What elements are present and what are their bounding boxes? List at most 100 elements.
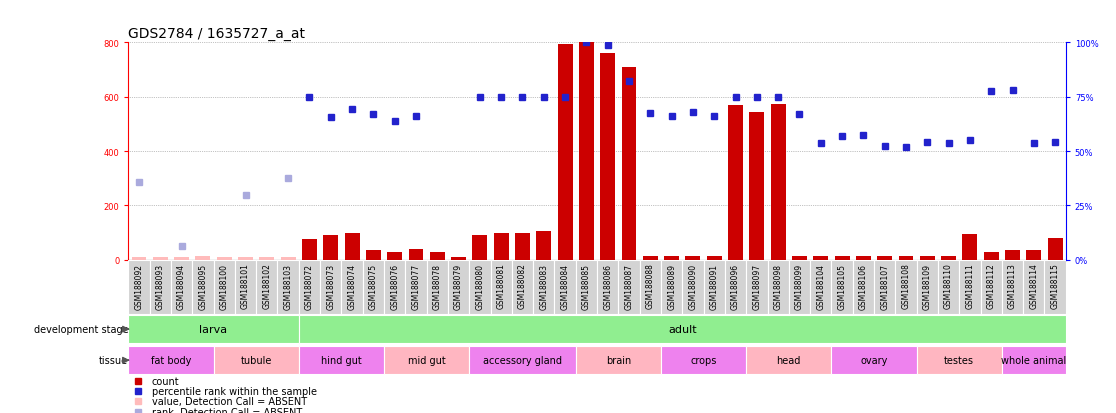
Bar [1002, 260, 1023, 314]
Text: GSM188113: GSM188113 [1008, 263, 1017, 309]
Bar [600, 54, 615, 260]
Bar [299, 316, 1066, 343]
Text: adult: adult [668, 324, 696, 335]
Text: GSM188102: GSM188102 [262, 263, 271, 309]
Text: mid gut: mid gut [407, 355, 445, 366]
Bar [576, 347, 661, 374]
Text: head: head [777, 355, 801, 366]
Bar [835, 256, 849, 260]
Bar [1002, 347, 1066, 374]
Bar [213, 347, 299, 374]
Bar [1045, 260, 1066, 314]
Bar [703, 260, 725, 314]
Bar [789, 260, 810, 314]
Bar [195, 256, 210, 260]
Text: GSM188075: GSM188075 [369, 263, 378, 309]
Bar [128, 347, 213, 374]
Text: GSM188107: GSM188107 [881, 263, 889, 309]
Bar [430, 252, 444, 260]
Bar [981, 260, 1002, 314]
Bar [853, 260, 874, 314]
Bar [384, 347, 469, 374]
Bar [278, 260, 299, 314]
Text: GSM188091: GSM188091 [710, 263, 719, 309]
Text: ovary: ovary [860, 355, 887, 366]
Bar [916, 347, 1002, 374]
Text: brain: brain [606, 355, 631, 366]
Text: GSM188082: GSM188082 [518, 263, 527, 309]
Bar [579, 43, 594, 260]
Bar [962, 235, 978, 260]
Text: GSM188103: GSM188103 [283, 263, 292, 309]
Text: GSM188081: GSM188081 [497, 263, 506, 309]
Bar [664, 256, 679, 260]
Bar [920, 256, 935, 260]
Text: GSM188089: GSM188089 [667, 263, 676, 309]
Bar [706, 256, 722, 260]
Text: GSM188094: GSM188094 [177, 263, 186, 309]
Text: GSM188104: GSM188104 [816, 263, 825, 309]
Text: whole animal: whole animal [1001, 355, 1067, 366]
Bar [960, 260, 981, 314]
Text: GDS2784 / 1635727_a_at: GDS2784 / 1635727_a_at [128, 27, 306, 41]
Bar [238, 257, 253, 260]
Bar [128, 316, 299, 343]
Bar [685, 256, 701, 260]
Text: tubule: tubule [240, 355, 272, 366]
Text: GSM188090: GSM188090 [689, 263, 698, 309]
Bar [281, 257, 296, 260]
Bar [814, 256, 828, 260]
Text: GSM188092: GSM188092 [135, 263, 144, 309]
Bar [302, 240, 317, 260]
Bar [472, 236, 488, 260]
Text: GSM188095: GSM188095 [199, 263, 208, 309]
Bar [771, 104, 786, 260]
Bar [856, 256, 870, 260]
Text: GSM188111: GSM188111 [965, 263, 974, 309]
Text: fat body: fat body [151, 355, 191, 366]
Bar [217, 257, 232, 260]
Bar [128, 260, 150, 314]
Text: GSM188085: GSM188085 [581, 263, 590, 309]
Text: GSM188109: GSM188109 [923, 263, 932, 309]
Text: GSM188106: GSM188106 [859, 263, 868, 309]
Text: GSM188110: GSM188110 [944, 263, 953, 309]
Bar [725, 260, 747, 314]
Bar [1023, 260, 1045, 314]
Bar [132, 257, 146, 260]
Bar [984, 252, 999, 260]
Bar [1027, 251, 1041, 260]
Bar [299, 347, 384, 374]
Bar [366, 251, 381, 260]
Text: testes: testes [944, 355, 974, 366]
Bar [622, 68, 636, 260]
Text: GSM188086: GSM188086 [604, 263, 613, 309]
Bar [639, 260, 661, 314]
Bar [153, 257, 167, 260]
Bar [941, 256, 956, 260]
Bar [792, 256, 807, 260]
Text: GSM188112: GSM188112 [987, 263, 995, 309]
Bar [1006, 251, 1020, 260]
Text: GSM188114: GSM188114 [1029, 263, 1038, 309]
Bar [324, 236, 338, 260]
Bar [877, 256, 892, 260]
Bar [874, 260, 895, 314]
Bar [555, 260, 576, 314]
Text: GSM188078: GSM188078 [433, 263, 442, 309]
Text: GSM188080: GSM188080 [475, 263, 484, 309]
Bar [831, 347, 916, 374]
Text: GSM188083: GSM188083 [539, 263, 548, 309]
Bar [451, 257, 466, 260]
Text: value, Detection Call = ABSENT: value, Detection Call = ABSENT [152, 396, 307, 406]
Bar [533, 260, 555, 314]
Text: GSM188088: GSM188088 [646, 263, 655, 309]
Bar [259, 257, 275, 260]
Bar [558, 45, 573, 260]
Bar [174, 257, 189, 260]
Text: GSM188077: GSM188077 [412, 263, 421, 309]
Bar [643, 256, 657, 260]
Bar [895, 260, 916, 314]
Text: hind gut: hind gut [321, 355, 362, 366]
Bar [661, 260, 682, 314]
